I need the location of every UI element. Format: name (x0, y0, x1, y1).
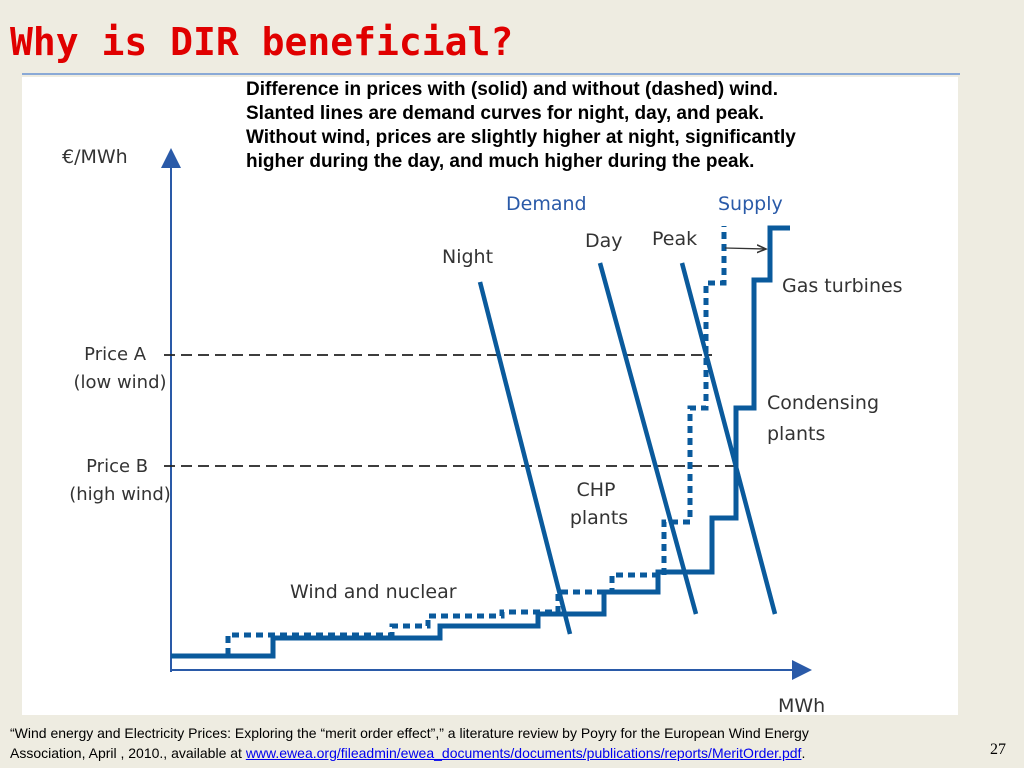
footnote-text-3: . (801, 745, 806, 761)
title-divider (22, 73, 960, 75)
source-link[interactable]: www.ewea.org/fileadmin/ewea_documents/do… (245, 745, 802, 761)
peak-label: Peak (652, 228, 697, 250)
supply-curve-dashed (225, 226, 727, 655)
footnote-text-1: “Wind energy and Electricity Prices: Exp… (10, 725, 809, 741)
slide-title: Why is DIR beneficial? (10, 20, 514, 64)
price-a-label: Price A (low wind) (73, 344, 166, 393)
supply-header: Supply (718, 193, 783, 215)
price-b-label: Price B (high wind) (69, 456, 171, 505)
footnote-text-2: Association, April , 2010., available at (10, 745, 246, 761)
condensing-plants-label: Condensing plants (767, 392, 885, 445)
caption-line: Without wind, prices are slightly higher… (246, 127, 796, 148)
demand-curve-peak (679, 262, 778, 615)
peak-arrow (724, 248, 766, 249)
demand-curve-day (597, 262, 699, 615)
citation-footnote: “Wind energy and Electricity Prices: Exp… (10, 723, 990, 763)
demand-header: Demand (506, 193, 587, 215)
wind-nuclear-label: Wind and nuclear (290, 581, 457, 603)
demand-curve-night (477, 281, 573, 635)
caption-line: Slanted lines are demand curves for nigh… (246, 103, 765, 124)
page-number: 27 (990, 741, 1006, 758)
night-label: Night (442, 246, 493, 268)
caption-line: higher during the day, and much higher d… (246, 151, 755, 172)
gas-turbines-label: Gas turbines (782, 275, 903, 297)
y-axis-label: €/MWh (62, 146, 128, 168)
supply-curve-solid (171, 225, 790, 659)
x-axis-label: MWh (778, 695, 825, 717)
chp-plants-label: CHP plants (570, 479, 628, 529)
figure-caption: Difference in prices with (solid) and wi… (246, 78, 966, 174)
caption-line: Difference in prices with (solid) and wi… (246, 79, 779, 100)
day-label: Day (585, 230, 623, 252)
figure-panel (22, 77, 958, 715)
